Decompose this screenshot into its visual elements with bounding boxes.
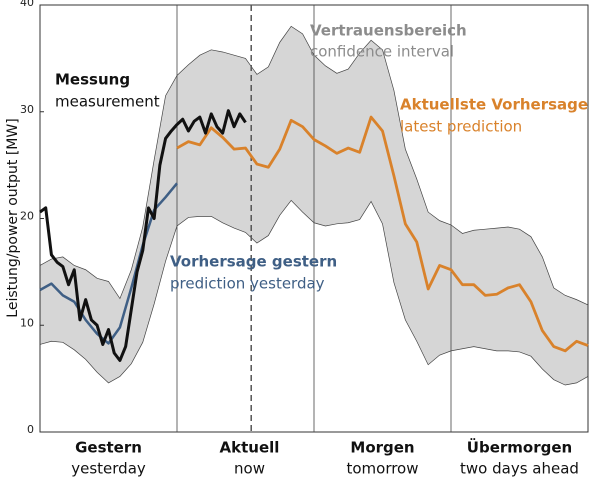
y-tick-label: 0	[27, 423, 34, 436]
series-translation: latest prediction	[400, 118, 522, 136]
y-tick-label: 20	[20, 210, 34, 223]
section-sublabel: two days ahead	[460, 460, 579, 478]
section-sublabel: now	[234, 460, 265, 478]
section-label: Übermorgen	[467, 438, 572, 457]
series-translation: measurement	[55, 93, 160, 111]
series-line	[176, 115, 589, 353]
y-tick-label: 30	[20, 103, 34, 116]
series-label: Vorhersage gestern	[170, 253, 337, 271]
section-label: Morgen	[350, 439, 414, 457]
series-line	[39, 109, 247, 362]
y-axis-label: Leistung/power output [MW]	[5, 118, 21, 317]
series-label: Messung	[55, 71, 130, 89]
band-label: Vertrauensbereich	[310, 22, 467, 40]
series-label: Aktuellste Vorhersage	[400, 96, 588, 114]
section-label: Gestern	[75, 439, 142, 457]
y-tick-label: 40	[20, 0, 34, 9]
band-translation: confidence interval	[310, 43, 454, 61]
section-label: Aktuell	[220, 439, 280, 457]
series-translation: prediction yesterday	[170, 275, 325, 293]
section-sublabel: tomorrow	[346, 460, 418, 478]
section-sublabel: yesterday	[71, 460, 146, 478]
y-tick-label: 10	[20, 316, 34, 329]
